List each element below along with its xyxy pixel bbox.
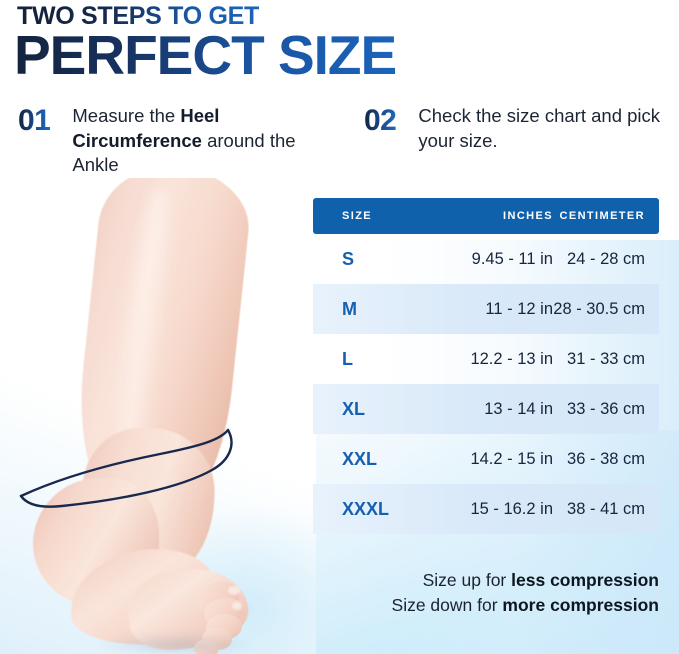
step-two: 02 Check the size chart and pick your si… — [364, 104, 664, 153]
step-one: 01 Measure the Heel Circumference around… — [18, 104, 338, 178]
size-chart-table: SIZE INCHES CENTIMETER S 9.45 - 11 in 24… — [313, 198, 659, 534]
step-one-text-part-1: Measure the — [72, 105, 181, 126]
foot-shadow — [96, 634, 256, 654]
toenail-1 — [228, 586, 240, 595]
cell-centimeter: 24 - 28 cm — [567, 249, 645, 268]
note-size-down: Size down for more compression — [313, 593, 659, 618]
step-two-number: 02 — [364, 104, 397, 137]
step-one-number: 01 — [18, 104, 51, 137]
column-header-centimeter: CENTIMETER — [559, 210, 645, 222]
cell-size: XXXL — [342, 498, 390, 519]
column-header-inches: INCHES — [503, 210, 553, 222]
step-two-text: Check the size chart and pick your size. — [418, 105, 661, 151]
cell-size: S — [342, 248, 355, 269]
table-row: L 12.2 - 13 in 31 - 33 cm — [313, 334, 659, 384]
table-row: M 11 - 12 in 28 - 30.5 cm — [313, 284, 659, 334]
cell-centimeter: 38 - 41 cm — [567, 499, 645, 518]
cell-centimeter: 31 - 33 cm — [567, 349, 645, 368]
heading-line-1: TWO STEPS TO GET — [17, 2, 259, 30]
table-row: S 9.45 - 11 in 24 - 28 cm — [313, 234, 659, 284]
cell-centimeter: 33 - 36 cm — [567, 399, 645, 418]
step-one-text: Measure the Heel Circumference around th… — [72, 104, 338, 178]
cell-size: XL — [342, 398, 366, 419]
note-size-down-prefix: Size down for — [391, 594, 503, 615]
note-size-up: Size up for less compression — [313, 568, 659, 593]
note-size-up-emphasis: less compression — [511, 570, 659, 590]
cell-inches: 13 - 14 in — [484, 399, 553, 418]
step-one-text-part-3: around the Ankle — [72, 129, 296, 176]
cell-inches: 12.2 - 13 in — [470, 349, 553, 368]
toenail-2 — [232, 602, 242, 610]
table-row: XXL 14.2 - 15 in 36 - 38 cm — [313, 434, 659, 484]
cell-inches: 14.2 - 15 in — [470, 449, 553, 468]
size-chart-header-row: SIZE INCHES CENTIMETER — [313, 198, 659, 234]
column-header-size: SIZE — [342, 210, 373, 222]
cell-inches: 15 - 16.2 in — [470, 499, 553, 518]
table-row: XXXL 15 - 16.2 in 38 - 41 cm — [313, 484, 659, 534]
cell-size: M — [342, 298, 357, 319]
foot-ankle-photo — [0, 178, 316, 654]
cell-centimeter: 36 - 38 cm — [567, 449, 645, 468]
cell-inches: 9.45 - 11 in — [471, 249, 553, 268]
note-size-down-emphasis: more compression — [502, 594, 659, 615]
cell-inches: 11 - 12 in — [485, 299, 553, 318]
cell-size: L — [342, 348, 353, 369]
cell-centimeter: 28 - 30.5 cm — [553, 299, 645, 318]
note-size-up-prefix: Size up for — [422, 570, 512, 590]
heading-line-2: PERFECT SIZE — [14, 24, 397, 86]
step-one-text-emphasis: Heel Circumference — [72, 105, 220, 151]
table-row: XL 13 - 14 in 33 - 36 cm — [313, 384, 659, 434]
compression-notes: Size up for less compression Size down f… — [313, 568, 659, 618]
cell-size: XXL — [342, 448, 378, 469]
